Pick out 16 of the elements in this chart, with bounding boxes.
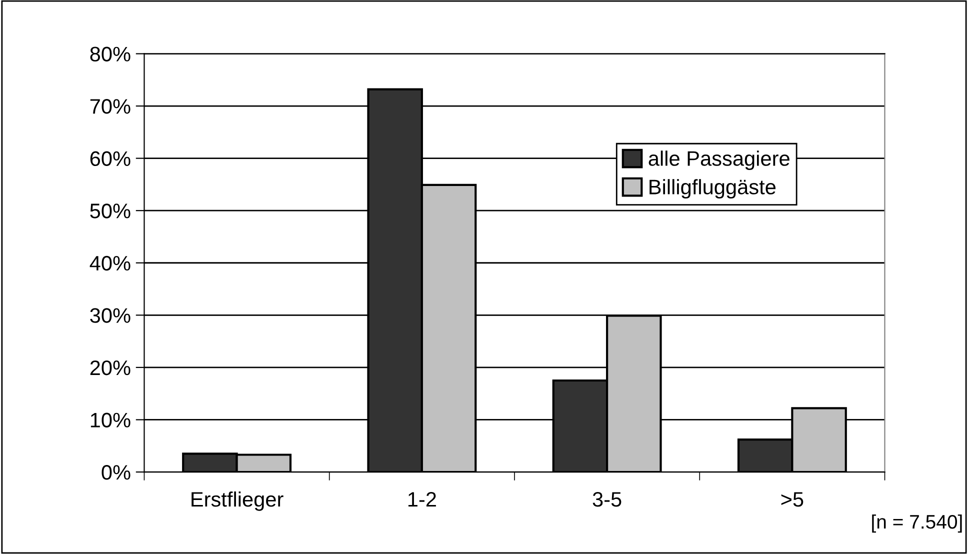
x-tick-label: 3-5: [592, 492, 622, 507]
y-tick-label: 60%: [90, 151, 130, 166]
y-tick-label: 10%: [90, 412, 130, 428]
y-tick-label: 70%: [90, 99, 130, 114]
y-tick-label: 30%: [90, 308, 130, 323]
x-tick-label: 1-2: [408, 492, 436, 507]
y-tick-label: 20%: [90, 360, 130, 376]
x-tick-label: >5: [781, 492, 804, 507]
x-tick-label: Erstflieger: [192, 491, 284, 511]
y-tick-label: 0%: [102, 465, 130, 480]
y-tick-label: 80%: [90, 46, 130, 62]
y-tick-label: 40%: [90, 256, 130, 271]
text: [n = 7.540]: [872, 514, 962, 533]
y-tick-label: 50%: [90, 204, 130, 218]
legend-label: alle Passagiere: [648, 150, 790, 170]
legend-label: Billigfluggäste: [650, 179, 776, 199]
